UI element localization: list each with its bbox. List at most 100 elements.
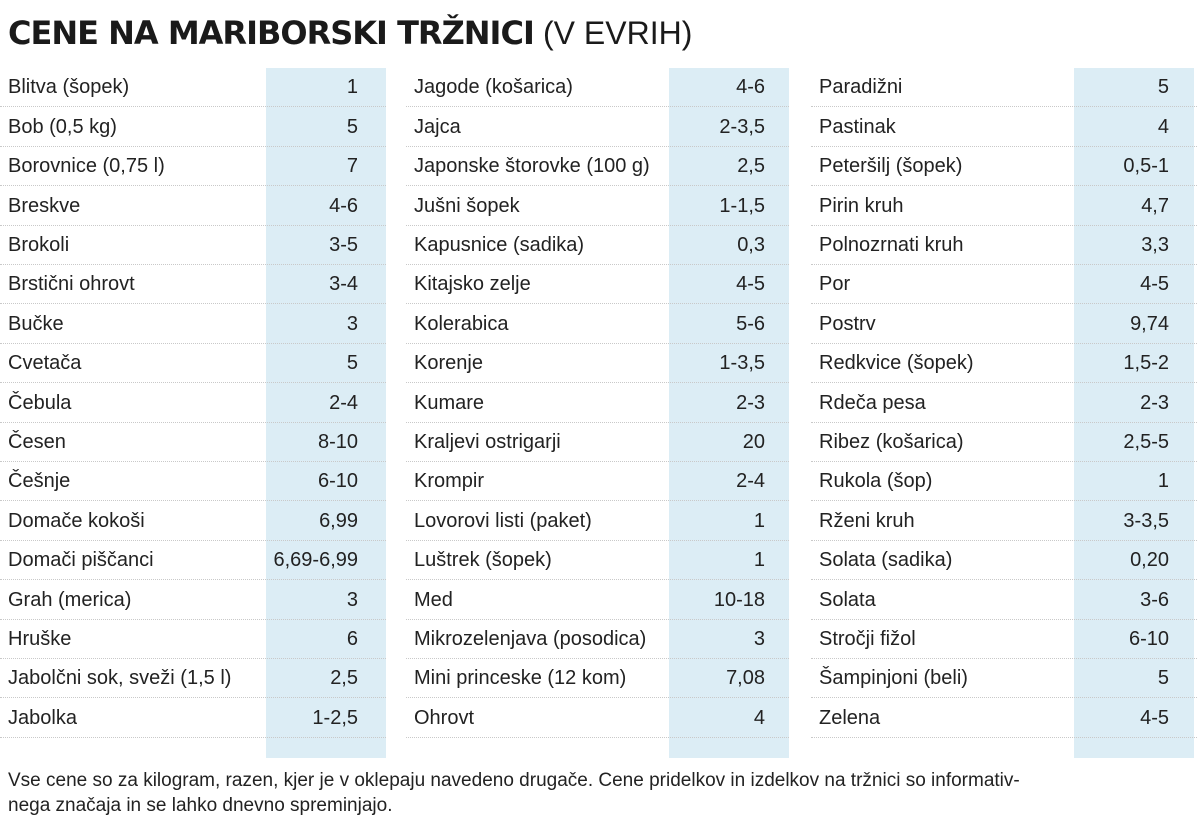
table-row: Mikrozelenjava (posodica) 3 [406, 620, 789, 659]
item-name: Blitva (šopek) [8, 76, 130, 99]
item-name: Brstični ohrovt [8, 273, 135, 296]
item-name: Domači piščanci [8, 549, 154, 572]
table-row: Jagode (košarica) 4-6 [406, 68, 789, 108]
item-price: 1-2,5 [312, 706, 358, 729]
item-price: 6,99 [319, 509, 358, 532]
table-row: Med 10-18 [406, 580, 789, 620]
table-row: Jajca 2-3,5 [406, 107, 789, 147]
item-price: 1 [1157, 470, 1169, 493]
item-price: 5 [1157, 76, 1169, 99]
item-price: 20 [742, 430, 765, 453]
title-main: CENE NA MARIBORSKI TRŽNICI [8, 14, 535, 52]
item-price: 1-1,5 [719, 194, 765, 217]
table-row: Polnozrnati kruh 3,3 [811, 226, 1197, 265]
item-name: Kumare [414, 391, 485, 414]
item-name: Čebula [8, 391, 72, 414]
item-name: Kapusnice (sadika) [414, 233, 585, 256]
item-name: Solata (sadika) [819, 549, 953, 572]
item-name: Jabolčni sok, sveži (1,5 l) [8, 667, 232, 690]
table-row: Česen 8-10 [0, 423, 386, 462]
table-row: Kraljevi ostrigarji 20 [406, 423, 789, 462]
item-name: Luštrek (šopek) [414, 549, 552, 572]
table-row: Rdeča pesa 2-3 [811, 383, 1197, 423]
item-name: Domače kokoši [8, 509, 145, 532]
item-price: 4-5 [1140, 273, 1169, 296]
table-row: Postrv 9,74 [811, 304, 1197, 344]
item-name: Postrv [819, 312, 876, 335]
table-row: Paradižni 5 [811, 68, 1197, 108]
table-row: Jabolka 1-2,5 [0, 698, 386, 738]
item-name: Ribez (košarica) [819, 430, 964, 453]
item-name: Pirin kruh [819, 194, 904, 217]
item-price: 2-4 [736, 470, 765, 493]
item-price: 4 [1157, 115, 1169, 138]
item-price: 2-3 [736, 391, 765, 414]
item-price: 7,08 [726, 667, 765, 690]
item-price: 6-10 [317, 470, 358, 493]
item-price: 4-5 [736, 273, 765, 296]
item-name: Korenje [414, 352, 483, 375]
item-name: Češnje [8, 470, 71, 493]
item-price: 1,5-2 [1123, 352, 1169, 375]
item-name: Borovnice (0,75 l) [8, 155, 165, 178]
item-name: Česen [8, 430, 66, 453]
price-column-highlight [266, 68, 386, 758]
item-name: Rženi kruh [819, 509, 915, 532]
item-name: Ohrovt [414, 706, 475, 729]
table-row: Čebula 2-4 [0, 383, 386, 423]
table-row: Šampinjoni (beli) 5 [811, 659, 1197, 699]
item-name: Jušni šopek [414, 194, 520, 217]
item-price: 2,5-5 [1123, 430, 1169, 453]
item-name: Solata [819, 588, 876, 611]
item-name: Grah (merica) [8, 588, 132, 611]
item-name: Por [819, 273, 851, 296]
table-row: Por 4-5 [811, 265, 1197, 305]
table-row: Rženi kruh 3-3,5 [811, 501, 1197, 541]
table-row: Hruške 6 [0, 620, 386, 659]
item-name: Mikrozelenjava (posodica) [414, 627, 647, 650]
item-price: 2-3,5 [719, 115, 765, 138]
item-price: 3 [346, 588, 358, 611]
item-name: Kitajsko zelje [414, 273, 531, 296]
item-price: 1 [753, 549, 765, 572]
footnote: Vse cene so za kilogram, razen, kjer je … [8, 768, 1193, 818]
table-row: Jušni šopek 1-1,5 [406, 186, 789, 226]
item-price: 3-4 [329, 273, 358, 296]
item-name: Stročji fižol [819, 627, 916, 650]
table-row: Pastinak 4 [811, 107, 1197, 147]
table-row: Kumare 2-3 [406, 383, 789, 423]
table-row: Blitva (šopek) 1 [0, 68, 386, 108]
footnote-line-2: nega značaja in se lahko dnevno spreminj… [8, 795, 393, 816]
item-name: Paradižni [819, 76, 903, 99]
table-row: Stročji fižol 6-10 [811, 620, 1197, 659]
item-price: 4-5 [1140, 706, 1169, 729]
item-name: Jagode (košarica) [414, 76, 573, 99]
item-name: Cvetača [8, 352, 82, 375]
item-price: 6,69-6,99 [273, 549, 358, 572]
item-price: 5 [346, 352, 358, 375]
item-name: Redkvice (šopek) [819, 352, 974, 375]
table-row: Krompir 2-4 [406, 462, 789, 502]
title-unit: (V EVRIH) [543, 15, 693, 51]
table-row: Bučke 3 [0, 304, 386, 344]
item-price: 10-18 [713, 588, 765, 611]
item-name: Bučke [8, 312, 64, 335]
item-price: 4-6 [736, 76, 765, 99]
table-row: Češnje 6-10 [0, 462, 386, 502]
item-price: 9,74 [1130, 312, 1169, 335]
item-price: 7 [346, 155, 358, 178]
item-price: 0,3 [737, 233, 765, 256]
item-name: Pastinak [819, 115, 896, 138]
item-price: 3-6 [1140, 588, 1169, 611]
item-price: 3-5 [329, 233, 358, 256]
price-column-1: Blitva (šopek) 1 Bob (0,5 kg) 5 Borovnice (0… [0, 68, 386, 758]
table-row: Domače kokoši 6,99 [0, 501, 386, 541]
item-price: 8-10 [317, 430, 358, 453]
item-name: Brokoli [8, 233, 70, 256]
item-price: 4,7 [1141, 194, 1169, 217]
item-name: Šampinjoni (beli) [819, 667, 968, 690]
item-name: Kolerabica [414, 312, 509, 335]
table-row: Brstični ohrovt 3-4 [0, 265, 386, 305]
price-table: Blitva (šopek) 1 Bob (0,5 kg) 5 Borovnice (0… [0, 68, 1200, 758]
table-row: Kapusnice (sadika) 0,3 [406, 226, 789, 265]
